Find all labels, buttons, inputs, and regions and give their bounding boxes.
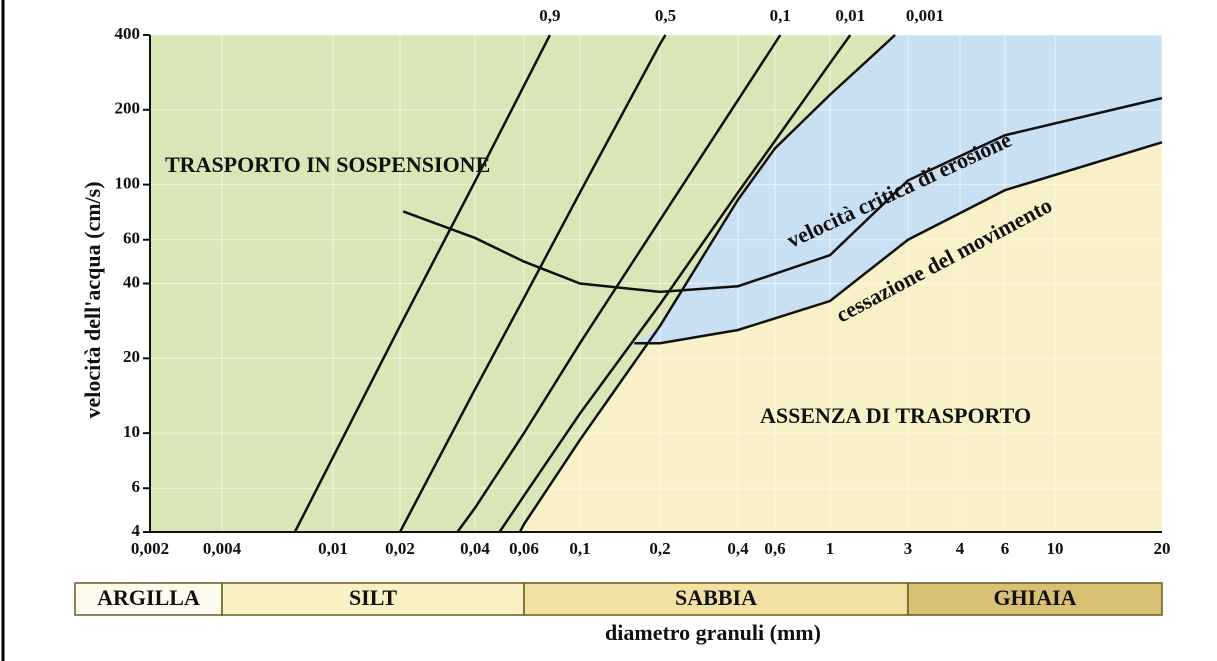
x-tick-label: 0,06 [509,539,539,558]
y-tick-label: 40 [123,272,140,291]
x-axis-title: diametro granuli (mm) [605,620,821,645]
curve [634,141,1163,345]
y-tick-label: 100 [115,174,141,193]
curve-label: 0,9 [539,6,560,25]
size-class [907,582,1163,616]
x-tick-label: 6 [1001,539,1010,558]
annotation: ASSENZA DI TRASPORTO [760,403,1031,428]
size-class-label: SABBIA [675,585,757,610]
size-class-label: ARGILLA [97,585,200,610]
curve-label: 0,1 [770,6,791,25]
x-tick-label: 1 [826,539,835,558]
x-tick-label: 4 [956,539,965,558]
y-tick-label: 10 [123,422,140,441]
x-tick-label: 0,4 [727,539,749,558]
y-tick-label: 400 [115,24,141,43]
y-tick-label: 200 [115,99,141,118]
x-tick-label: 0,6 [764,539,785,558]
curve [402,96,1163,294]
curve [518,34,896,533]
y-tick-label: 20 [123,347,140,366]
y-tick-label: 6 [132,477,141,496]
x-tick-label: 10 [1047,539,1064,558]
x-tick-label: 0,04 [460,539,490,558]
x-tick-label: 20 [1154,539,1171,558]
curve-label: 0,001 [906,6,944,25]
curve [456,34,782,533]
annotation: TRASPORTO IN SOSPENSIONE [165,152,490,177]
x-tick-label: 0,1 [569,539,590,558]
size-class [523,582,909,616]
y-axis-title: velocità dell'acqua (cm/s) [80,181,105,418]
curve-label: 0,5 [655,6,676,25]
curve [398,34,667,533]
curve [293,34,552,533]
size-class-label: SILT [349,585,397,610]
y-tick-label: 4 [132,521,141,540]
x-tick-label: 0,02 [385,539,415,558]
size-class-label: GHIAIA [993,585,1076,610]
x-tick-label: 0,2 [649,539,670,558]
x-tick-label: 0,002 [131,539,169,558]
y-tick-label: 60 [123,229,140,248]
x-tick-label: 0,004 [203,539,242,558]
curve-label: 0,01 [835,6,865,25]
curve [498,34,852,533]
x-tick-label: 0,01 [318,539,348,558]
size-class [74,582,223,616]
x-tick-label: 3 [904,539,913,558]
